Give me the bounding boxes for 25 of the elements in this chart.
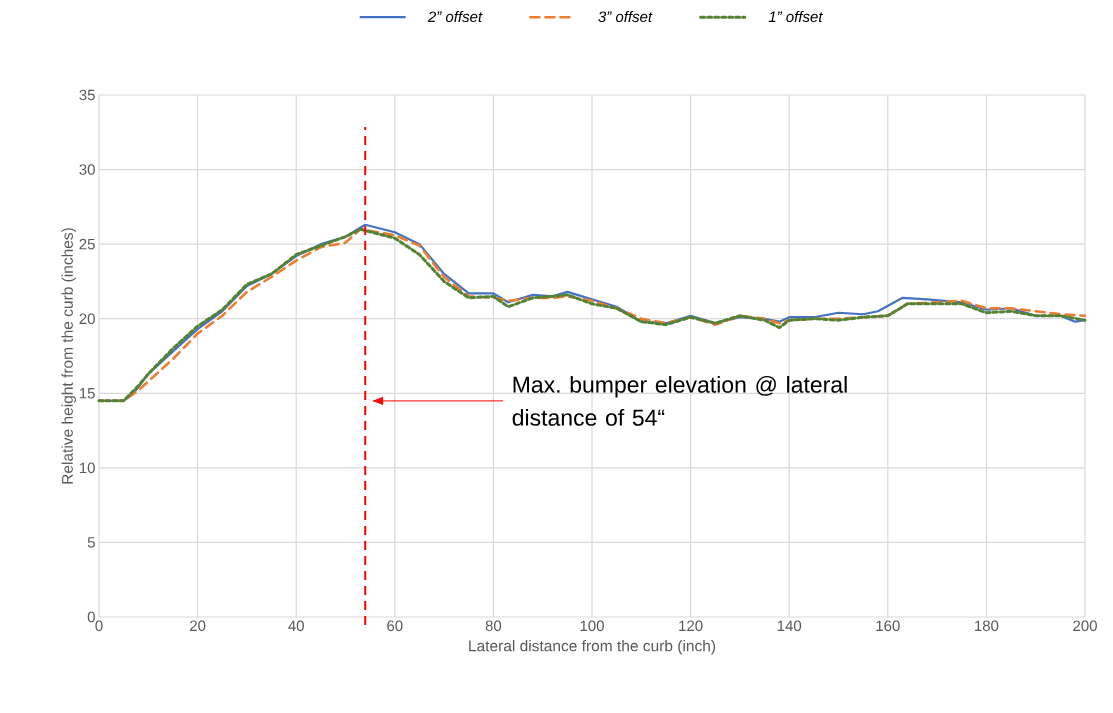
y-tick-label: 10 bbox=[79, 462, 95, 474]
y-tick-label: 0 bbox=[87, 611, 95, 623]
y-tick-label: 15 bbox=[79, 388, 95, 399]
x-tick-label: 140 bbox=[777, 620, 802, 632]
y-tick-label: 20 bbox=[79, 313, 95, 325]
x-tick-label: 20 bbox=[190, 620, 206, 632]
y-axis-title: Relative height from the curb (inches) bbox=[61, 228, 76, 484]
x-tick-label: 120 bbox=[679, 620, 703, 632]
x-tick-label: 0 bbox=[95, 620, 103, 632]
x-tick-label: 80 bbox=[485, 620, 502, 632]
x-tick-label: 180 bbox=[975, 620, 999, 632]
legend-label: 3” offset bbox=[598, 11, 653, 23]
y-tick-label: 5 bbox=[87, 537, 95, 548]
y-tick-label: 25 bbox=[79, 238, 95, 250]
legend-label: 2” offset bbox=[427, 11, 483, 23]
x-tick-label: 100 bbox=[580, 620, 604, 632]
y-tick-label: 35 bbox=[79, 89, 95, 101]
legend-label: 1” offset bbox=[768, 11, 824, 23]
y-tick-label: 30 bbox=[79, 164, 95, 175]
x-tick-label: 160 bbox=[876, 620, 900, 632]
x-tick-label: 40 bbox=[288, 620, 304, 632]
x-axis-title: Lateral distance from the curb (inch) bbox=[469, 639, 716, 655]
x-tick-label: 200 bbox=[1073, 620, 1097, 632]
x-tick-label: 60 bbox=[387, 620, 403, 632]
annotation: Max. bumper elevation @ lateral distance of 54“ bbox=[512, 375, 847, 426]
